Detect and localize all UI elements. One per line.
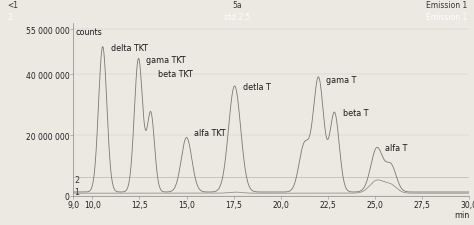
Text: delta TKT: delta TKT: [111, 44, 148, 52]
Text: Emission 1: Emission 1: [426, 14, 467, 22]
Text: 2: 2: [74, 176, 80, 184]
Text: beta TKT: beta TKT: [158, 69, 193, 78]
Text: beta T: beta T: [343, 108, 368, 117]
Text: gama TKT: gama TKT: [146, 56, 186, 65]
Text: std 2,5: std 2,5: [224, 14, 250, 22]
Text: min: min: [454, 210, 469, 219]
Text: alfa T: alfa T: [385, 143, 408, 152]
Text: <1: <1: [7, 2, 18, 10]
Text: counts: counts: [76, 28, 102, 37]
Text: detla T: detla T: [243, 83, 271, 92]
Text: gama T: gama T: [326, 75, 356, 84]
Text: Emission 1: Emission 1: [426, 2, 467, 10]
Text: alfa TKT: alfa TKT: [194, 128, 226, 137]
Text: 5a: 5a: [232, 2, 242, 10]
Text: 2: 2: [7, 14, 12, 22]
Text: 1: 1: [74, 188, 80, 197]
